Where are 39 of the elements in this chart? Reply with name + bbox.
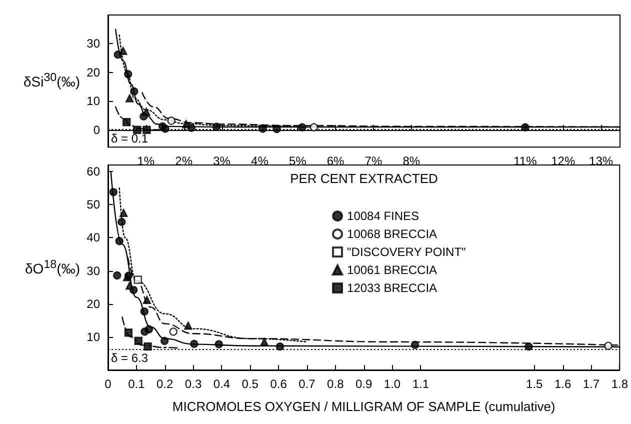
y-tick-label: 30	[86, 36, 100, 51]
x-tick-label: 0.8	[327, 377, 344, 391]
x-tick-label: 0.1	[128, 377, 146, 391]
x-tick-label: 1.1	[412, 377, 430, 391]
y-tick-label: 60	[86, 164, 100, 179]
x-tick-label: 0.2	[156, 377, 174, 391]
y-tick-label: 30	[86, 264, 100, 278]
x-tick-label: 0.6	[270, 377, 288, 391]
x-tick-label: 1.7	[582, 377, 600, 391]
y-tick-label: 40	[86, 230, 100, 245]
y-tick-label: 20	[86, 296, 100, 311]
y-tick-label: 50	[86, 198, 100, 212]
x-tick-label: 0.9	[355, 377, 372, 391]
legend-label: "DISCOVERY POINT"	[347, 245, 466, 259]
x-tick-label: 1.6	[554, 377, 572, 391]
y-tick-label: 10	[86, 330, 100, 344]
x-tick-label: 7%	[364, 154, 382, 168]
x-tick-label: 0.4	[213, 377, 230, 391]
y-tick-label: 0	[93, 122, 100, 137]
x-tick-label: 0.3	[184, 377, 202, 391]
x-tick-label: 4%	[251, 154, 269, 168]
y-axis-title: δO$^{18}$(‰)	[25, 258, 80, 276]
x-tick-label: 1.0	[384, 377, 401, 391]
y-axis-title: δSi$^{30}$(‰)	[23, 71, 80, 90]
legend-label: 10061 BRECCIA	[347, 263, 438, 277]
x-tick-label: 1.8	[611, 377, 628, 391]
legend-label: 10084 FINES	[347, 209, 420, 223]
x-tick-label: 1.5	[526, 377, 544, 391]
x-tick-label: 0.7	[298, 377, 316, 391]
ref-line-label: δ = 6.3	[111, 351, 148, 366]
legend-label: 12033 BRECCIA	[347, 281, 438, 295]
y-tick-label: 20	[86, 65, 100, 80]
y-tick-label: 10	[86, 94, 100, 108]
ref-line-label: δ = 0.1	[111, 132, 148, 146]
x-axis-title: PER CENT EXTRACTED	[290, 171, 438, 186]
x-tick-label: 0.5	[242, 377, 259, 391]
legend-label: 10068 BRECCIA	[347, 227, 438, 241]
x-tick-label: 0	[104, 377, 112, 391]
x-axis-title: MICROMOLES OXYGEN / MILLIGRAM OF SAMPLE (cumulative)	[172, 399, 556, 414]
